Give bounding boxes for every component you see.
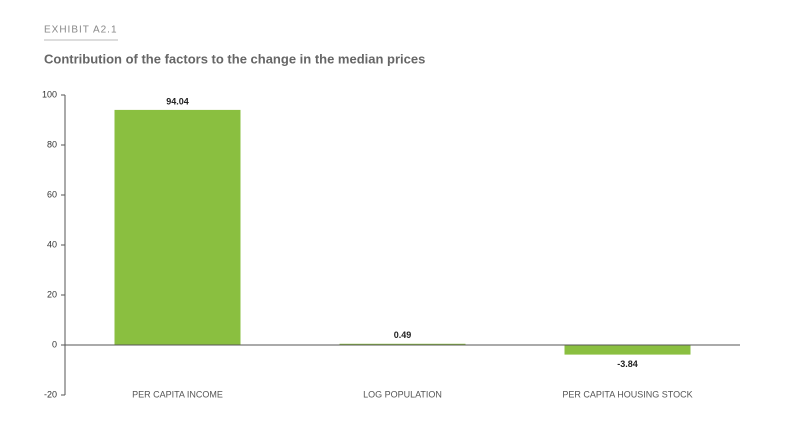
value-label: 0.49: [394, 330, 412, 340]
value-label: -3.84: [617, 359, 638, 369]
y-tick-label: 20: [47, 289, 57, 299]
x-tick-label: PER CAPITA INCOME: [132, 389, 223, 399]
chart-title: Contribution of the factors to the chang…: [44, 51, 425, 66]
y-tick-label: 100: [42, 89, 57, 99]
value-label: 94.04: [166, 96, 189, 106]
exhibit-label: EXHIBIT A2.1: [44, 25, 118, 36]
bar: [114, 109, 241, 346]
y-tick-label: 80: [47, 139, 57, 149]
y-tick-label: 60: [47, 189, 57, 199]
x-tick-label: LOG POPULATION: [363, 389, 442, 399]
bar: [564, 345, 691, 355]
y-tick-label: 40: [47, 239, 57, 249]
y-tick-label: 0: [52, 339, 57, 349]
bar: [339, 343, 466, 345]
y-tick-label: -20: [44, 389, 57, 399]
x-tick-label: PER CAPITA HOUSING STOCK: [562, 389, 692, 399]
